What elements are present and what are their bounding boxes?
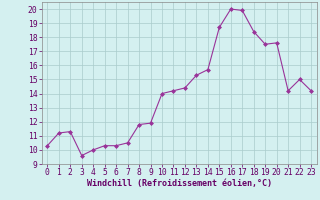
X-axis label: Windchill (Refroidissement éolien,°C): Windchill (Refroidissement éolien,°C) — [87, 179, 272, 188]
